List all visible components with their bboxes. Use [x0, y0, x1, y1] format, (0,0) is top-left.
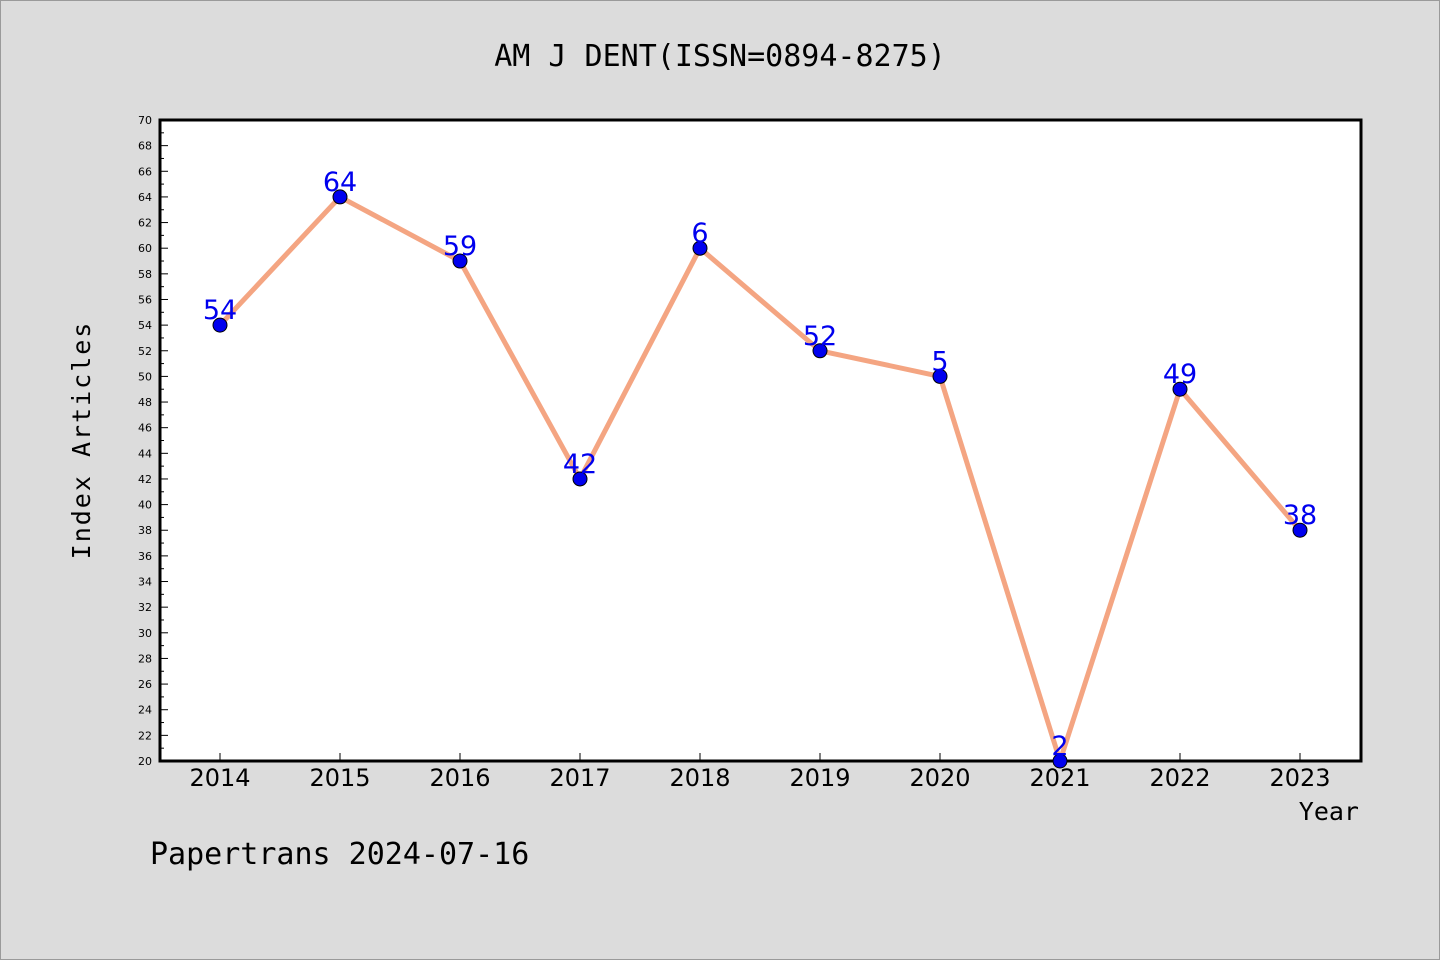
data-point — [812, 343, 828, 359]
y-tick-label: 58 — [138, 268, 152, 281]
data-point — [932, 368, 948, 384]
footer-text: Papertrans 2024-07-16 — [150, 837, 529, 872]
y-tick-label: 38 — [138, 524, 152, 537]
data-label: 5 — [931, 346, 948, 377]
data-point — [1052, 753, 1068, 769]
data-label: 38 — [1283, 500, 1317, 531]
x-tick-label: 2017 — [549, 764, 610, 792]
data-label: 59 — [443, 231, 477, 262]
data-markers — [212, 189, 1308, 769]
x-tick-label: 2016 — [429, 764, 490, 792]
series-line-group — [217, 194, 1303, 764]
x-tick-label: 2019 — [789, 764, 850, 792]
y-tick-label: 44 — [138, 447, 152, 460]
y-tick-label: 40 — [138, 499, 152, 512]
data-point — [1292, 522, 1308, 538]
y-tick-label: 28 — [138, 652, 152, 665]
plot-area — [158, 118, 1363, 763]
data-label: 2 — [1051, 731, 1068, 762]
x-tick-label: 2018 — [669, 764, 730, 792]
y-tick-label: 42 — [138, 473, 152, 486]
data-label: 6 — [691, 218, 708, 249]
y-tick-label: 34 — [138, 576, 152, 589]
x-axis-label: Year — [1299, 797, 1359, 826]
series-line — [217, 194, 1303, 764]
y-tick-label: 20 — [138, 755, 152, 768]
y-tick-label: 70 — [138, 114, 152, 127]
data-point — [452, 253, 468, 269]
y-tick-label: 68 — [138, 140, 152, 153]
data-label: 54 — [203, 295, 237, 326]
y-tick-label: 36 — [138, 550, 152, 563]
data-label: 64 — [323, 167, 357, 198]
y-tick-label: 54 — [138, 319, 152, 332]
x-tick-label: 2021 — [1029, 764, 1090, 792]
x-tick-label: 2020 — [909, 764, 970, 792]
x-axis: 2014 2015 2016 2017 2018 2019 2020 2021 2022 2023 — [189, 753, 1331, 792]
y-tick-label: 52 — [138, 345, 152, 358]
y-tick-label: 64 — [138, 191, 152, 204]
data-label: 49 — [1163, 359, 1197, 390]
y-tick-label: 32 — [138, 601, 152, 614]
data-label: 52 — [803, 321, 837, 352]
x-tick-label: 2022 — [1149, 764, 1210, 792]
data-label: 42 — [563, 449, 597, 480]
x-tick-label: 2015 — [309, 764, 370, 792]
y-tick-label: 66 — [138, 165, 152, 178]
x-tick-label: 2014 — [189, 764, 250, 792]
y-tick-label: 50 — [138, 370, 152, 383]
chart-title: AM J DENT(ISSN=0894-8275) — [494, 39, 946, 74]
y-tick-label: 24 — [138, 704, 152, 717]
y-tick-label: 48 — [138, 396, 152, 409]
y-axis: 20 22 24 26 28 30 32 34 36 38 40 42 44 46 48 50 52 54 56 58… — [138, 114, 168, 768]
data-point — [692, 240, 708, 256]
y-tick-label: 62 — [138, 217, 152, 230]
data-point — [332, 189, 348, 205]
y-tick-label: 56 — [138, 293, 152, 306]
data-point — [1172, 381, 1188, 397]
y-tick-label: 60 — [138, 242, 152, 255]
y-tick-label: 30 — [138, 627, 152, 640]
data-point — [212, 317, 228, 333]
x-tick-label: 2023 — [1269, 764, 1330, 792]
y-tick-label: 22 — [138, 729, 152, 742]
y-axis-label: Index Articles — [67, 321, 96, 560]
y-tick-label: 46 — [138, 422, 152, 435]
data-point — [572, 471, 588, 487]
y-tick-label: 26 — [138, 678, 152, 691]
